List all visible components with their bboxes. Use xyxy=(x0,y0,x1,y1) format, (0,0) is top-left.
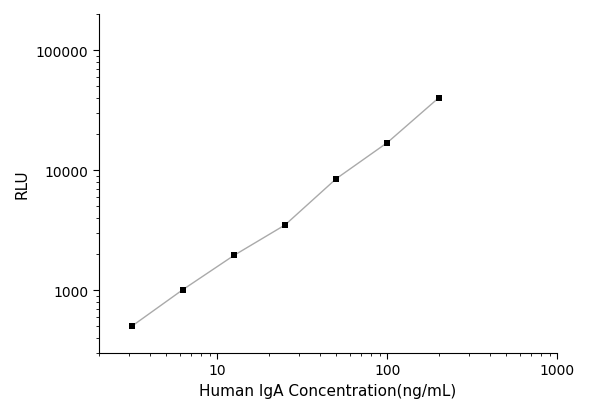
X-axis label: Human IgA Concentration(ng/mL): Human IgA Concentration(ng/mL) xyxy=(199,383,457,398)
Y-axis label: RLU: RLU xyxy=(15,169,30,199)
